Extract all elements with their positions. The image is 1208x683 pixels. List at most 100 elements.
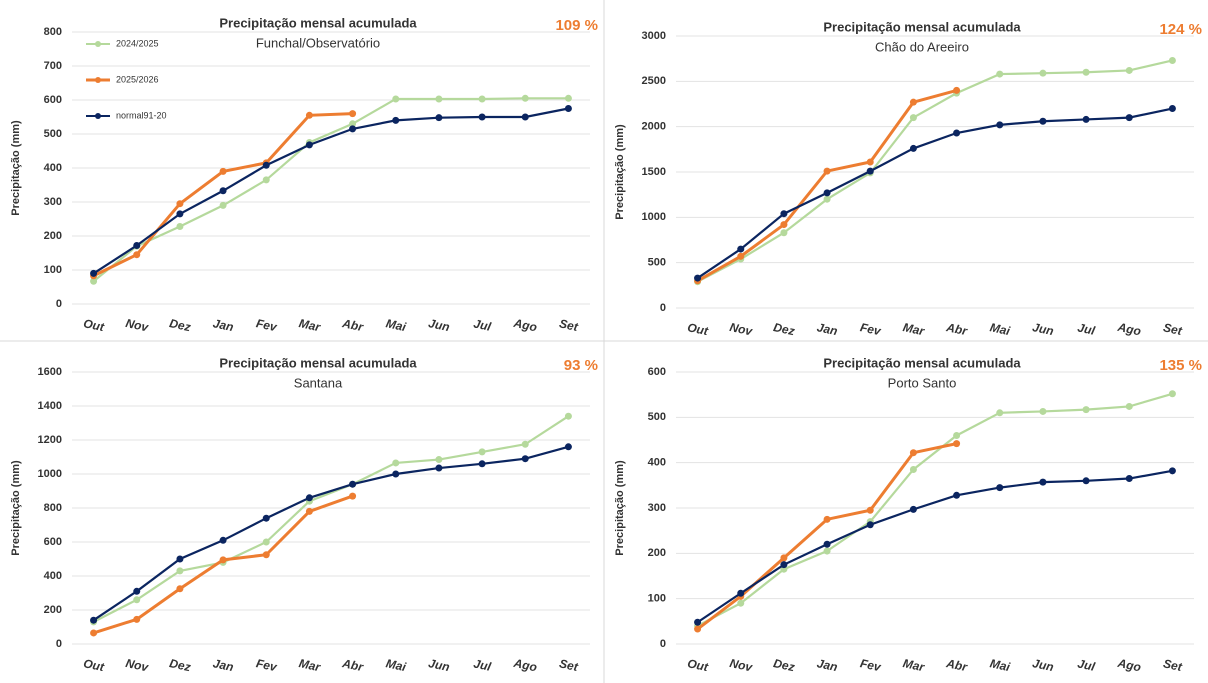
legend-marker: [95, 77, 101, 83]
y-tick-label: 2000: [642, 121, 666, 133]
data-point: [262, 514, 270, 522]
series-line: [697, 392, 1173, 627]
x-tick-label: Nov: [124, 316, 150, 335]
chart-title: Precipitação mensal acumulada: [219, 15, 417, 30]
data-point: [1125, 114, 1133, 122]
data-point: [305, 494, 313, 502]
data-point: [780, 221, 788, 229]
data-point: [1039, 478, 1047, 486]
y-tick-label: 200: [44, 230, 62, 242]
data-point: [133, 615, 141, 623]
data-point: [262, 538, 270, 546]
x-tick-label: Jul: [472, 317, 493, 334]
data-point: [996, 484, 1004, 492]
percentage: 109 %: [555, 17, 598, 34]
series-line: [697, 59, 1173, 283]
data-point: [1125, 475, 1133, 483]
x-tick-label: Fev: [859, 320, 883, 338]
x-tick-label: Set: [1162, 656, 1184, 674]
data-point: [176, 555, 184, 563]
percentage: 93 %: [564, 357, 598, 374]
data-point: [219, 536, 227, 544]
data-point: [262, 176, 270, 184]
legend-label: 2024/2025: [116, 38, 159, 48]
data-point: [953, 431, 961, 439]
y-tick-label: 1600: [38, 366, 62, 378]
data-point: [866, 158, 874, 166]
data-point: [996, 121, 1004, 129]
data-point: [392, 459, 400, 467]
data-point: [305, 141, 313, 149]
y-tick-label: 200: [44, 604, 62, 616]
y-tick-label: 400: [44, 570, 62, 582]
x-tick-label: Abr: [340, 656, 365, 674]
data-point: [909, 449, 917, 457]
x-tick-label: Dez: [772, 656, 796, 674]
data-point: [1082, 406, 1090, 414]
data-point: [478, 460, 486, 468]
y-tick-label: 1000: [38, 468, 62, 480]
data-point: [478, 95, 486, 103]
data-point: [478, 113, 486, 121]
x-tick-label: Jan: [212, 316, 235, 334]
series-line: [92, 112, 353, 278]
data-point: [780, 229, 788, 237]
y-tick-label: 300: [44, 196, 62, 208]
x-tick-label: Fev: [255, 656, 279, 674]
y-tick-label: 1400: [38, 400, 62, 412]
x-tick-label: Mai: [385, 316, 408, 334]
x-tick-label: Mar: [298, 656, 323, 674]
data-point: [90, 616, 98, 624]
data-point: [780, 561, 788, 569]
data-point: [90, 277, 98, 285]
y-tick-label: 600: [44, 94, 62, 106]
y-tick-label: 500: [648, 257, 666, 269]
series-line: [92, 97, 569, 283]
data-point: [694, 618, 702, 626]
data-point: [1082, 115, 1090, 123]
y-tick-label: 1200: [38, 434, 62, 446]
x-tick-label: Abr: [944, 320, 969, 338]
x-tick-label: Mai: [385, 656, 408, 674]
x-tick-label: Fev: [859, 656, 883, 674]
y-tick-label: 3000: [642, 30, 666, 42]
data-point: [564, 94, 572, 102]
data-point: [1039, 69, 1047, 77]
chart-subtitle: Porto Santo: [888, 375, 957, 390]
data-point: [392, 116, 400, 124]
data-point: [1168, 56, 1176, 64]
data-point: [1125, 402, 1133, 410]
legend-label: 2025/2026: [116, 74, 159, 84]
series-line: [696, 442, 957, 631]
data-point: [737, 599, 745, 607]
x-tick-label: Jun: [1031, 320, 1055, 338]
y-tick-label: 500: [44, 128, 62, 140]
data-point: [953, 86, 961, 94]
data-point: [349, 120, 357, 128]
chart-title: Precipitação mensal acumulada: [219, 355, 417, 370]
chart-title: Precipitação mensal acumulada: [823, 19, 1021, 34]
y-tick-label: 0: [660, 302, 666, 314]
data-point: [909, 144, 917, 152]
data-point: [349, 125, 357, 133]
y-tick-label: 1000: [642, 211, 666, 223]
y-tick-label: 800: [44, 26, 62, 38]
data-point: [996, 409, 1004, 417]
x-tick-label: Ago: [1116, 320, 1143, 339]
y-tick-label: 400: [648, 457, 666, 469]
x-tick-label: Nov: [728, 656, 754, 675]
data-point: [996, 70, 1004, 78]
data-point: [219, 556, 227, 564]
y-tick-label: 2500: [642, 75, 666, 87]
x-tick-label: Nov: [124, 656, 150, 675]
data-point: [694, 625, 702, 633]
x-tick-label: Abr: [944, 656, 969, 674]
data-point: [737, 589, 745, 597]
series-line: [92, 445, 569, 622]
data-point: [392, 470, 400, 478]
series-line: [93, 415, 570, 623]
data-point: [866, 506, 874, 514]
data-point: [909, 98, 917, 106]
x-tick-label: Mai: [989, 656, 1012, 674]
data-point: [909, 465, 917, 473]
